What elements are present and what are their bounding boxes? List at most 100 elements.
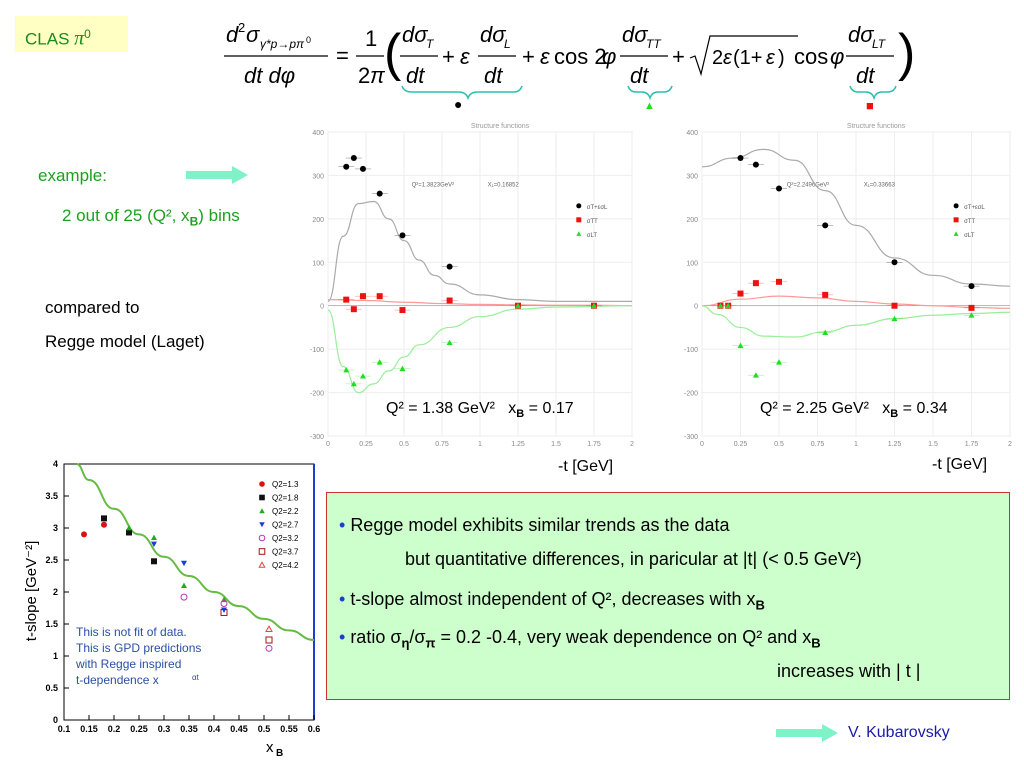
data-point (968, 283, 975, 290)
svg-text:ε: ε (460, 44, 470, 69)
author-byline: V. Kubarovsky (848, 724, 950, 741)
bullet-3-sub2: π (425, 635, 436, 651)
y-tick-label: -200 (310, 391, 324, 398)
bullet-3-sub1: η (401, 635, 410, 651)
model-curve (327, 305, 633, 394)
bullet-3-mid: /σ (409, 627, 426, 647)
y-tick-label: 400 (312, 130, 324, 137)
tag-symbol: π (74, 27, 85, 50)
bullet-3-sub3: B (811, 635, 821, 651)
x-tick-label: 1.5 (928, 441, 938, 448)
y-tick-label: -100 (684, 347, 698, 354)
summary-box: • Regge model exhibits similar trends as… (326, 492, 1010, 700)
data-point (359, 373, 366, 379)
data-point (359, 293, 366, 300)
slope-xlabel: x (266, 739, 274, 756)
model-curve (701, 148, 1011, 287)
svg-text:+: + (522, 44, 535, 69)
data-point (776, 359, 782, 365)
arrow-right-icon (776, 724, 838, 742)
svg-text:φ: φ (830, 44, 844, 69)
data-point (737, 342, 744, 349)
x-tick-label: 0.75 (435, 441, 449, 448)
slope-data-point (265, 644, 273, 652)
svg-text:T: T (426, 37, 435, 51)
slope-data-point (220, 600, 228, 608)
slope-legend-marker (259, 508, 265, 514)
data-point (968, 304, 975, 311)
data-point (822, 329, 829, 336)
inner-q2-label: Q²=1.3823GeV² (412, 182, 455, 188)
svg-text:ε: ε (723, 47, 733, 69)
slope-legend-marker (259, 522, 265, 528)
slope-data-point (151, 558, 157, 565)
data-point (737, 290, 744, 297)
data-point (350, 380, 357, 387)
x-tick-label: 1.75 (965, 441, 979, 448)
tag-sup: 0 (84, 27, 91, 41)
svg-text:): ) (778, 47, 785, 69)
x-tick-label: 0.1 (58, 724, 71, 734)
svg-text:0: 0 (306, 35, 311, 45)
slope-data-point (265, 636, 273, 644)
svg-text:1: 1 (365, 26, 377, 51)
y-tick-label: 0 (320, 304, 324, 311)
data-point (446, 339, 453, 346)
svg-text:dt: dt (406, 63, 425, 88)
bullet-3-end: = 0.2 -0.4, very weak dependence on Q² a… (435, 627, 812, 647)
data-point (376, 293, 383, 300)
x-tick-label: 0.2 (108, 724, 121, 734)
svg-text:2: 2 (358, 63, 370, 88)
x-tick-label: 0.6 (308, 724, 321, 734)
y-tick-label: 300 (686, 173, 698, 180)
legend-label: σT+εσL (587, 205, 608, 211)
slope-data-point (265, 625, 273, 633)
slope-xlabel-sub: B (276, 748, 283, 759)
example-bins-sub: B (189, 214, 199, 229)
slope-data-point (221, 607, 227, 613)
bullet-3-cont: increases with | t | (777, 661, 921, 681)
data-point (399, 307, 406, 314)
slope-data-point (181, 582, 187, 588)
panel1-x-val: = 0.17 (524, 400, 574, 417)
slope-legend-label: Q2=1.8 (272, 494, 299, 503)
x-tick-label: 0.55 (280, 724, 298, 734)
data-point (359, 165, 366, 172)
y-tick-label: 0 (53, 715, 58, 725)
slope-data-point (180, 593, 188, 601)
svg-text:dσ: dσ (402, 22, 428, 47)
slope-note-line: t-dependence x (76, 673, 159, 687)
legend-marker (953, 203, 959, 209)
data-point (399, 232, 406, 239)
data-point (350, 155, 357, 162)
x-tick-label: 2 (630, 441, 634, 448)
svg-text:+: + (442, 44, 455, 69)
svg-text:dσ: dσ (480, 22, 506, 47)
t-slope-plot: 4 3.5 3 2.5 2 1.5 1 0.5 00.1 0.15 0.2 0.25 0.3 0.35 0.… (23, 459, 321, 759)
slope-note-line: with Regge inspired (75, 657, 181, 671)
x-tick-label: 0.25 (734, 441, 748, 448)
slope-data-point (220, 608, 228, 616)
x-tick-label: 0.25 (359, 441, 373, 448)
example-bins: 2 out of 25 (Q², xB) bins (62, 206, 240, 228)
slope-data-point (126, 525, 132, 531)
y-tick-label: -300 (684, 434, 698, 441)
model-curve (701, 295, 1011, 309)
y-tick-label: 200 (312, 217, 324, 224)
x-tick-label: 0.25 (130, 724, 148, 734)
slope-legend-label: Q2=2.7 (272, 521, 299, 530)
slope-note-line: This is GPD predictions (76, 641, 201, 655)
y-tick-label: 300 (312, 173, 324, 180)
slope-frame (63, 463, 315, 721)
formula-marker-triangle: ▲ (644, 100, 655, 112)
svg-text:dσ: dσ (622, 22, 648, 47)
slope-data-point (181, 560, 187, 567)
data-point (737, 155, 744, 162)
bullet-2-text: t-slope almost independent of Q², decrea… (350, 589, 756, 609)
panel2-xaxis-label: -t [GeV] (932, 456, 988, 473)
svg-text:2: 2 (238, 20, 245, 35)
y-tick-label: 400 (686, 130, 698, 137)
svg-text:cos 2: cos 2 (554, 44, 607, 69)
svg-text:=: = (336, 43, 349, 68)
